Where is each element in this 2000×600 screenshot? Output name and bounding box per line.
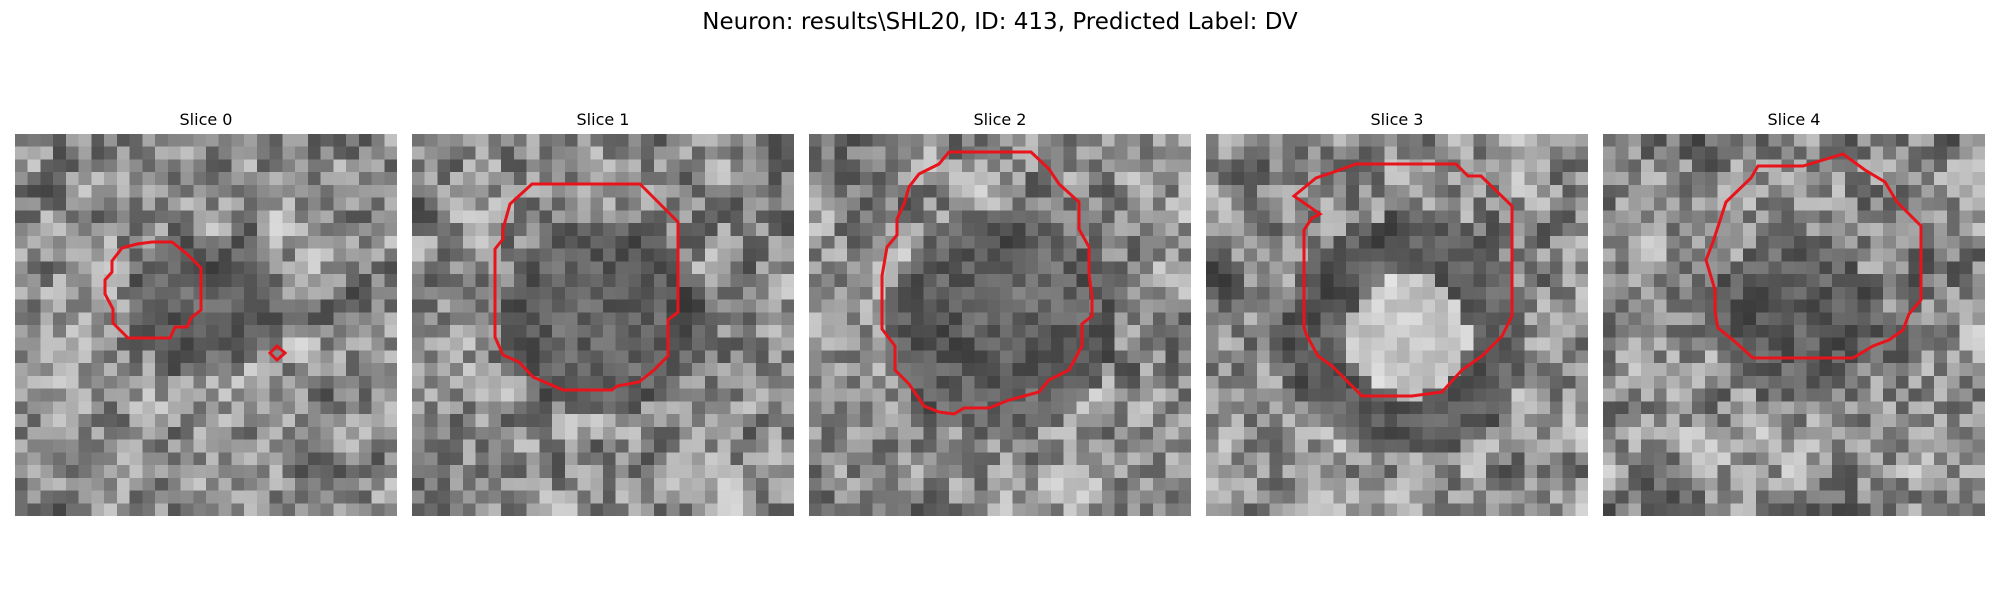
slice-title: Slice 2 — [973, 110, 1027, 129]
slice-image — [412, 134, 794, 516]
slice-title: Slice 3 — [1370, 110, 1424, 129]
slice-panel-4: Slice 4 — [1603, 110, 1985, 516]
slice-panel-1: Slice 1 — [412, 110, 794, 516]
slice-title: Slice 1 — [576, 110, 630, 129]
slice-image — [1603, 134, 1985, 516]
slice-title: Slice 4 — [1767, 110, 1821, 129]
slice-panel-0: Slice 0 — [15, 110, 397, 516]
figure-title: Neuron: results\SHL20, ID: 413, Predicte… — [702, 9, 1298, 35]
slice-title: Slice 0 — [179, 110, 233, 129]
slice-image — [1206, 134, 1588, 516]
slice-image — [809, 134, 1191, 516]
slice-panel-2: Slice 2 — [809, 110, 1191, 516]
slice-panel-3: Slice 3 — [1206, 110, 1588, 516]
slice-image — [15, 134, 397, 516]
